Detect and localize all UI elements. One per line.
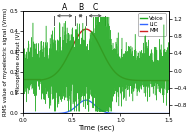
- Text: C: C: [93, 3, 98, 12]
- X-axis label: Time (sec): Time (sec): [78, 124, 114, 131]
- Y-axis label: Microphone output (V): Microphone output (V): [16, 31, 21, 93]
- Legend: Voice, LIC, MM: Voice, LIC, MM: [138, 13, 166, 36]
- Text: A: A: [62, 3, 67, 12]
- Y-axis label: RMS value of myoelectric signal (Vrms): RMS value of myoelectric signal (Vrms): [3, 8, 9, 116]
- Text: B: B: [78, 3, 83, 12]
